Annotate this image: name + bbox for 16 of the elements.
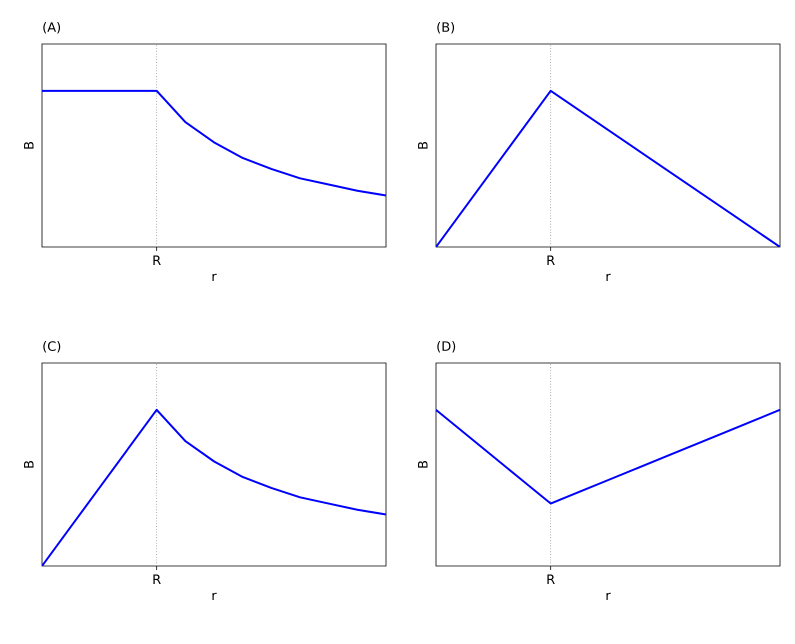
x-axis-title: r xyxy=(606,592,611,600)
x-axis-title: r xyxy=(212,274,217,282)
y-axis-title: B xyxy=(24,460,34,468)
chart-title: (D) xyxy=(437,340,456,352)
text: R xyxy=(153,256,161,265)
text: R xyxy=(547,574,555,584)
y-axis-title: B xyxy=(418,142,428,149)
chart-title: (B) xyxy=(437,22,454,34)
x-axis-title: r xyxy=(212,592,217,600)
text: R xyxy=(547,256,555,265)
x-axis-title: r xyxy=(606,274,611,282)
text: R xyxy=(153,574,161,584)
chart-title: (A) xyxy=(43,22,60,34)
y-axis-title: B xyxy=(418,460,428,468)
y-axis-title: B xyxy=(24,142,34,149)
chart-title: (C) xyxy=(43,340,60,352)
